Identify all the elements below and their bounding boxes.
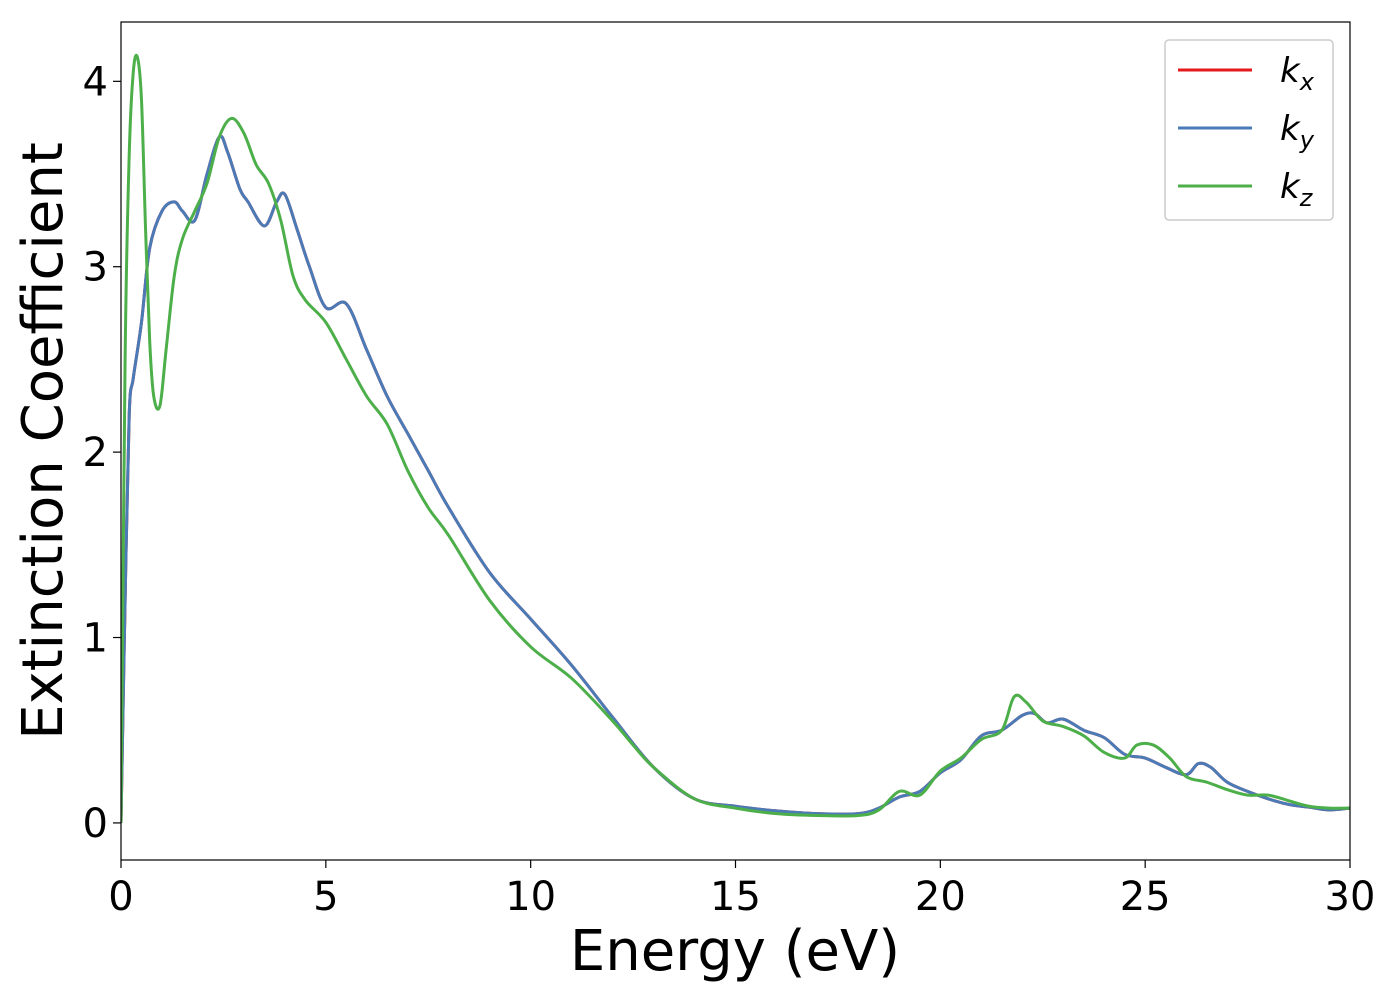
series-line-ky xyxy=(121,134,1350,823)
legend-box xyxy=(1164,39,1334,221)
y-tick-label: 0 xyxy=(83,801,108,847)
y-tick-label: 3 xyxy=(83,245,108,291)
y-tick-label: 4 xyxy=(83,59,108,105)
x-tick-label: 10 xyxy=(505,874,556,920)
y-axis-label: Extinction Coefficient xyxy=(11,142,76,740)
x-tick-label: 20 xyxy=(915,874,966,920)
series-layer xyxy=(121,53,1350,823)
x-axis-label: Energy (eV) xyxy=(570,919,900,984)
y-tick-label: 1 xyxy=(83,616,108,662)
x-tick-label: 15 xyxy=(710,874,761,920)
x-axis: 0 5 10 15 20 25 30 xyxy=(108,860,1375,920)
series-line-kz xyxy=(121,53,1350,823)
y-axis: 0 1 2 3 4 xyxy=(83,59,121,847)
x-tick-label: 0 xyxy=(108,874,133,920)
x-tick-label: 25 xyxy=(1120,874,1171,920)
x-tick-label: 30 xyxy=(1325,874,1376,920)
y-tick-label: 2 xyxy=(83,430,108,476)
plot-background xyxy=(121,22,1350,860)
x-tick-label: 5 xyxy=(313,874,338,920)
